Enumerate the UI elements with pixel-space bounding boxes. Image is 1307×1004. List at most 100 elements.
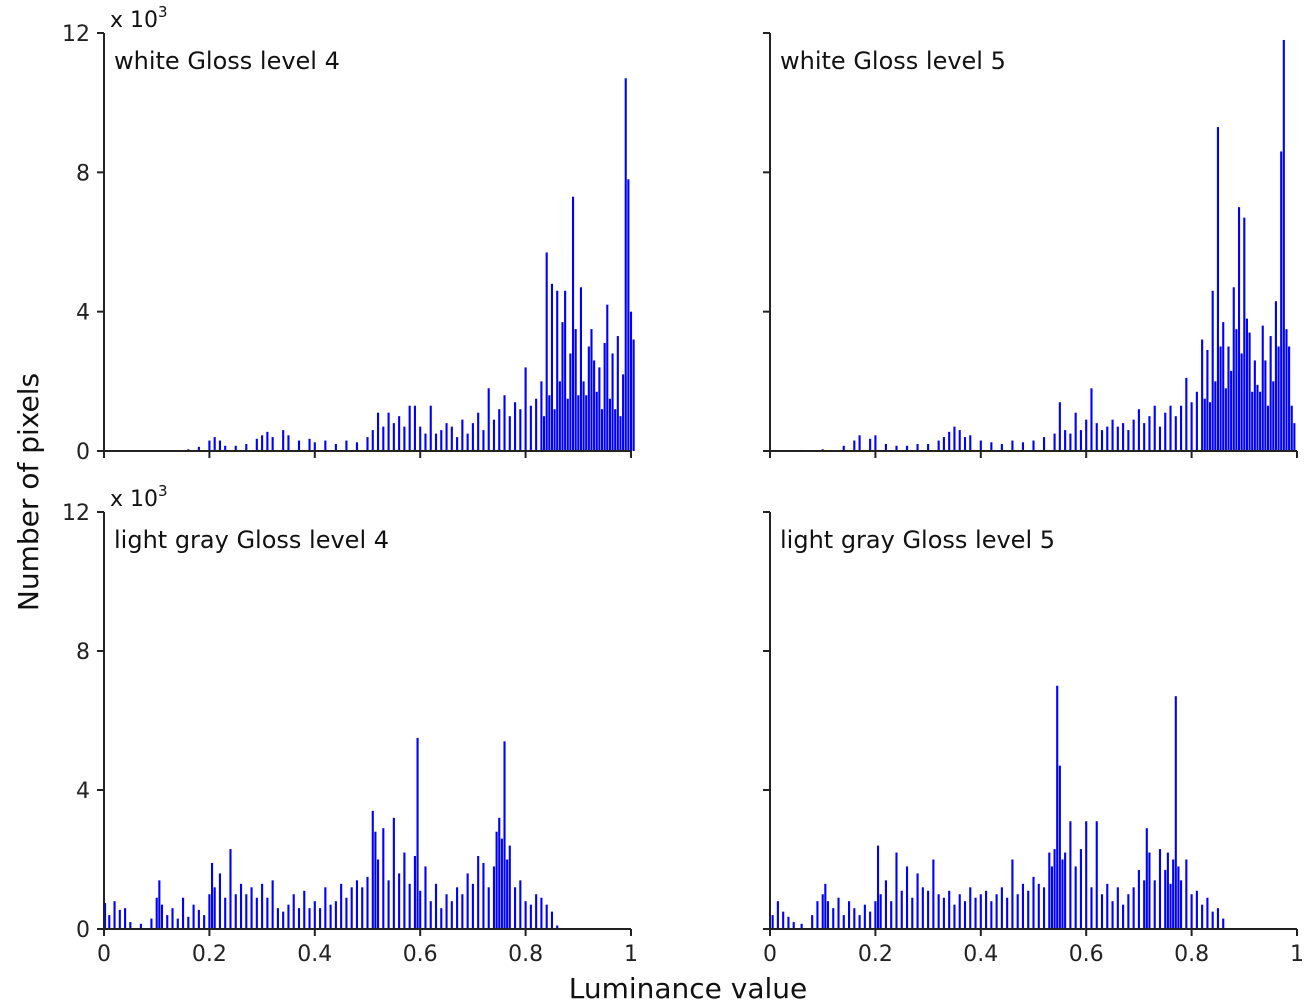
histogram-bar bbox=[514, 402, 517, 451]
histogram-bar bbox=[245, 894, 248, 929]
histogram-bar bbox=[1058, 402, 1061, 451]
histogram-bar bbox=[1185, 377, 1188, 451]
histogram-bar bbox=[1272, 381, 1275, 451]
histogram-bar bbox=[582, 381, 585, 451]
panels: 0 4 8 12 x 103 white Gloss level 4 white Gloss… bbox=[62, 3, 1304, 967]
histogram-bar bbox=[1240, 353, 1243, 451]
histogram-bar bbox=[1164, 869, 1167, 929]
histogram-bar bbox=[1256, 384, 1259, 451]
histogram-bar bbox=[1211, 911, 1214, 930]
histogram-bar bbox=[884, 880, 887, 929]
histogram-bar bbox=[487, 388, 490, 451]
histogram-bar bbox=[1211, 290, 1214, 451]
histogram-bar bbox=[514, 887, 517, 929]
histogram-bar bbox=[506, 859, 509, 929]
histogram-bar bbox=[1069, 433, 1072, 451]
histogram-bar bbox=[632, 339, 635, 451]
histogram-bar bbox=[313, 901, 316, 929]
histogram-bar bbox=[374, 831, 377, 929]
histogram-bar bbox=[1269, 336, 1272, 451]
y-multiplier-label: x 103 bbox=[110, 482, 168, 512]
histogram-bar bbox=[104, 902, 107, 929]
histogram-bar bbox=[1145, 828, 1148, 929]
y-tick-label: 12 bbox=[62, 501, 90, 526]
x-tick-label: 0.8 bbox=[508, 942, 543, 967]
histogram-bar bbox=[477, 856, 480, 929]
y-multiplier-label: x 103 bbox=[110, 3, 168, 33]
histogram-bar bbox=[611, 353, 614, 451]
histogram-bar bbox=[1190, 894, 1193, 929]
histogram-bar bbox=[1208, 402, 1212, 451]
histogram-bar bbox=[535, 894, 538, 929]
histogram-bar bbox=[550, 283, 554, 451]
histogram-bar bbox=[503, 395, 506, 451]
histogram-bar bbox=[619, 416, 622, 451]
histogram-bar bbox=[1243, 217, 1246, 451]
histogram-bar bbox=[900, 890, 903, 929]
histogram-bar bbox=[1122, 423, 1125, 451]
histogram-bar bbox=[535, 398, 538, 451]
histogram-bar bbox=[208, 440, 211, 451]
histogram-bar bbox=[876, 845, 880, 929]
histogram-bar bbox=[487, 887, 490, 929]
histogram-bar bbox=[424, 866, 427, 929]
histogram-bar bbox=[1245, 318, 1248, 451]
histogram-bar bbox=[403, 426, 406, 451]
histogram-bar bbox=[371, 810, 374, 929]
x-tick-label: 0.6 bbox=[403, 942, 438, 967]
y-tick-label: 8 bbox=[76, 161, 90, 186]
histogram-bar bbox=[869, 438, 872, 451]
y-axis-title: Number of pixels bbox=[12, 373, 45, 611]
histogram-bar bbox=[192, 904, 195, 929]
histogram-bar bbox=[1172, 859, 1175, 929]
histogram-bar bbox=[608, 398, 611, 451]
histogram-bar bbox=[234, 445, 237, 451]
histogram-bar bbox=[593, 360, 596, 451]
histogram-bar bbox=[821, 894, 824, 929]
histogram-bar bbox=[1090, 887, 1093, 929]
histogram-bar bbox=[776, 901, 779, 929]
histogram-bar bbox=[308, 908, 311, 929]
histogram-bar bbox=[905, 866, 909, 929]
histogram-bar bbox=[1053, 849, 1056, 929]
histogram-bar bbox=[985, 890, 988, 929]
histogram-bar bbox=[382, 828, 385, 929]
histogram-bar bbox=[1021, 883, 1025, 929]
histogram-bar bbox=[461, 894, 464, 929]
histogram-bar bbox=[319, 908, 322, 929]
histogram-bar bbox=[942, 897, 945, 929]
histogram-bar bbox=[1206, 349, 1209, 451]
histogram-bar bbox=[1064, 852, 1067, 929]
histogram-bar bbox=[1216, 908, 1220, 929]
histogram-bar bbox=[419, 890, 422, 929]
histogram-bar bbox=[629, 311, 633, 451]
histogram-bar bbox=[953, 426, 956, 451]
histogram-bar bbox=[524, 367, 527, 451]
histogram-bar bbox=[1285, 329, 1288, 451]
histogram-bar bbox=[1235, 329, 1238, 451]
histogram-bar bbox=[424, 433, 427, 451]
y-tick-label: 12 bbox=[62, 22, 90, 47]
histogram-bar bbox=[927, 444, 930, 451]
histogram-bar bbox=[1195, 890, 1198, 929]
histogram-bar bbox=[916, 444, 919, 451]
panel-3: 0 0.2 0.4 0.6 0.8 1 0 4 8 12 x 103 light gray Gloss… bbox=[62, 482, 638, 967]
histogram-bar bbox=[456, 437, 459, 451]
histogram-bar bbox=[1016, 894, 1019, 929]
histogram-bar bbox=[824, 883, 827, 929]
histogram-bar bbox=[461, 419, 464, 451]
x-tick-label: 1 bbox=[1290, 942, 1304, 967]
histogram-bar bbox=[548, 395, 551, 451]
histogram-bar bbox=[124, 908, 127, 929]
histogram-bar bbox=[334, 901, 337, 929]
histogram-bar bbox=[466, 433, 469, 451]
histogram-bar bbox=[540, 381, 543, 451]
histogram-bar bbox=[542, 416, 546, 451]
histogram-bar bbox=[937, 894, 940, 929]
x-tick-label: 0.2 bbox=[192, 942, 227, 967]
panel-title: white Gloss level 5 bbox=[780, 47, 1006, 75]
histogram-bar bbox=[995, 894, 998, 929]
histogram-bar bbox=[571, 196, 575, 451]
x-tick-label: 1 bbox=[624, 942, 638, 967]
x-tick-label: 0 bbox=[97, 942, 111, 967]
